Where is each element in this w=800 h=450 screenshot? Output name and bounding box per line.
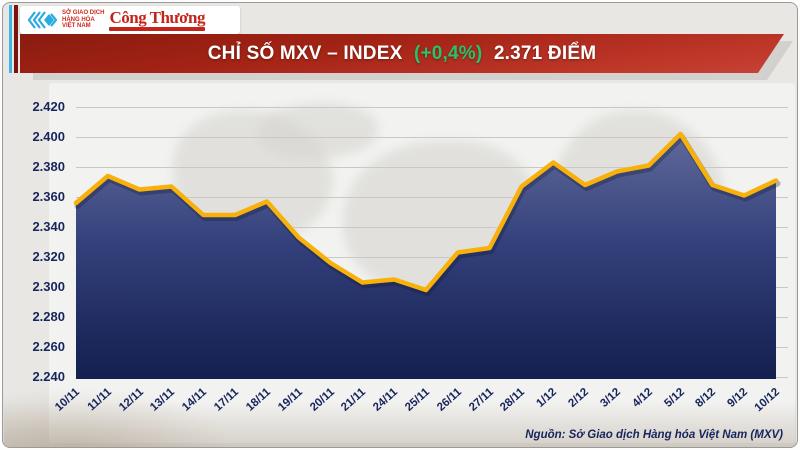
gridline [76, 137, 788, 138]
mxv-logo-text: SỞ GIAO DỊCH HÀNG HÓA VIỆT NAM [62, 10, 104, 30]
index-line [73, 131, 779, 293]
y-axis-label: 2.320 [32, 249, 65, 264]
y-axis-label: 2.420 [32, 99, 65, 114]
y-axis-label: 2.380 [32, 159, 65, 174]
gridline [76, 107, 788, 108]
mxv-logo-line1: SỞ GIAO DỊCH [62, 10, 105, 17]
title-banner: CHỈ SỐ MXV – INDEX (+0,4%) 2.371 ĐIỂM [20, 34, 784, 73]
index-area-chart: 2.420 2.400 2.380 2.360 2.340 2.320 2.300 2.280… [3, 3, 797, 447]
background-photo-band [4, 401, 796, 447]
accent-stripe-red [14, 5, 18, 73]
y-axis-label: 2.360 [32, 189, 65, 204]
background-photo-corner [3, 387, 233, 447]
mxv-logo-icon [27, 11, 57, 29]
y-axis-label: 2.260 [32, 339, 65, 354]
y-axis-label: 2.400 [32, 129, 65, 144]
congthuong-logo-bar [109, 26, 206, 31]
y-axis-label: 2.340 [32, 219, 65, 234]
gridline [76, 167, 788, 168]
area-fill [76, 134, 776, 379]
y-axis-label: 2.240 [32, 369, 65, 384]
title-change-percent: (+0,4%) [413, 42, 483, 64]
mxv-logo-line3: VIỆT NAM [62, 23, 91, 30]
gridline [76, 227, 788, 228]
title-index-value: 2.371 ĐIỂM [493, 42, 597, 64]
gridline [76, 257, 788, 258]
y-axis-label: 2.300 [32, 279, 65, 294]
congthuong-logo: Công Thương [109, 7, 206, 31]
logo-box: SỞ GIAO DỊCH HÀNG HÓA VIỆT NAM Công Thươ… [20, 6, 240, 34]
accent-stripe-cyan [9, 5, 12, 73]
title-main: CHỈ SỐ MXV – INDEX [207, 42, 403, 64]
map-watermark-blob [258, 103, 378, 158]
mxv-logo-line2: HÀNG HÓA [62, 16, 95, 23]
congthuong-logo-text: Công Thương [109, 7, 206, 27]
chart-title: CHỈ SỐ MXV – INDEX (+0,4%) 2.371 ĐIỂM [208, 43, 596, 65]
source-caption: Nguồn: Sở Giao dịch Hàng hóa Việt Nam (M… [525, 429, 783, 441]
gridline [76, 197, 788, 198]
y-axis-label: 2.280 [32, 309, 65, 324]
area-series-svg [73, 131, 781, 379]
